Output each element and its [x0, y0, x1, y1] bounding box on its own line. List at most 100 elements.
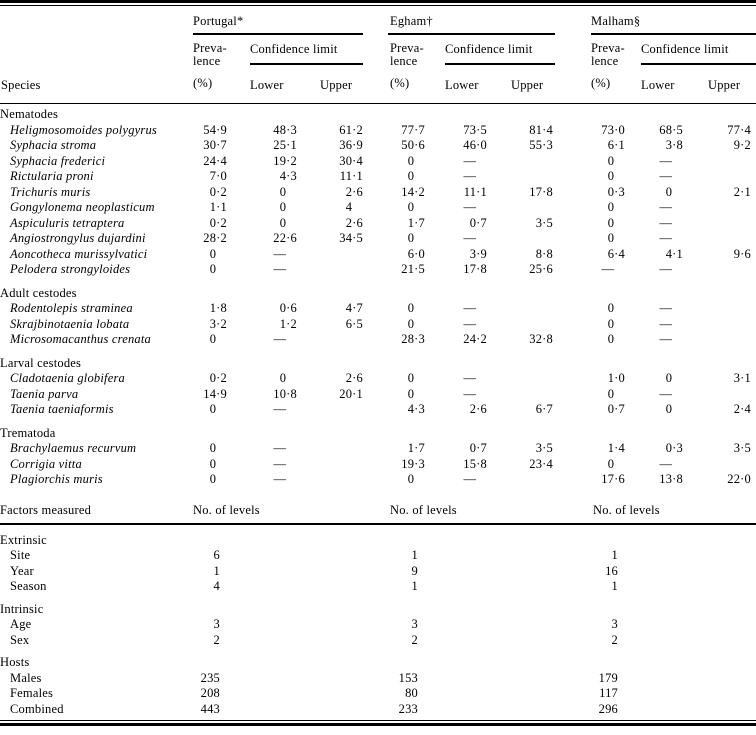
section-header-row: Trematoda — [0, 426, 756, 442]
value-cell — [487, 301, 553, 317]
factor-section-header: Hosts — [0, 655, 30, 669]
value-cell: 4·0 — [345, 200, 353, 214]
value-cell: 11·1 — [339, 169, 363, 183]
value-cell: 0·0 — [209, 456, 217, 471]
value-cell: 28·3 — [401, 332, 425, 346]
value-cell: 2·6 — [469, 402, 487, 416]
value-cell — [683, 216, 751, 232]
prevalence-header: Preva- lence (%) — [390, 42, 424, 90]
species-name: Taenia taeniaformis — [10, 402, 114, 416]
section-header-row: Nematodes — [0, 107, 756, 123]
value-cell: 24·4 — [203, 153, 227, 168]
value-cell: 19·2 — [273, 153, 297, 168]
value-cell: 0·0 — [665, 184, 673, 199]
value-cell: —·0 — [463, 169, 477, 183]
species-name: Syphacia frederici — [10, 153, 106, 168]
column-gap — [363, 371, 385, 387]
factor-label: Males — [10, 670, 42, 685]
value-cell: 0·0 — [279, 215, 287, 230]
species-row: Syphacia stroma 30·7 25·1 36·9 50·6 46·0 55·3 6… — [0, 138, 756, 154]
column-gap — [553, 200, 588, 216]
factor-row: Females 208 80 117 — [0, 686, 756, 702]
prevalence-header: Preva- lence (%) — [591, 42, 625, 90]
column-gap — [553, 301, 588, 317]
value-cell: —·0 — [659, 316, 673, 331]
value-cell: 46·0 — [463, 138, 487, 152]
value-cell — [683, 387, 751, 403]
value-cell: 0·0 — [407, 371, 415, 385]
value-cell: 81·4 — [529, 122, 553, 137]
factor-value: 233 — [398, 701, 418, 716]
header-bottom-rule — [0, 103, 756, 104]
value-cell — [297, 332, 363, 348]
species-name: Pelodera strongyloides — [10, 262, 131, 276]
factor-value: 235 — [200, 670, 220, 685]
value-cell: —·0 — [659, 262, 673, 276]
value-cell: —·0 — [273, 402, 287, 416]
value-cell: 54·9 — [203, 122, 227, 137]
value-cell: 6·0 — [407, 246, 425, 261]
value-cell: 77·4 — [727, 122, 751, 137]
value-cell — [297, 472, 363, 488]
prevalence-line: Preva- — [591, 41, 625, 55]
species-row: Brachylaemus recurvum 0·0 —·0 1·7 0·7 3·5 1·4 0… — [0, 441, 756, 457]
value-cell — [683, 169, 751, 185]
value-cell: —·0 — [463, 316, 477, 331]
value-cell: 0·6 — [279, 301, 297, 315]
species-name: Rictularia proni — [10, 169, 94, 183]
column-gap — [363, 301, 385, 317]
value-cell: 0·0 — [209, 332, 217, 346]
value-cell: 0·0 — [607, 215, 615, 230]
value-cell: —·0 — [463, 371, 477, 385]
factors-header-row: Factors measured No. of levels No. of le… — [0, 502, 756, 518]
column-gap — [363, 402, 385, 418]
value-cell: 0·0 — [665, 402, 673, 416]
species-name: Microsomacanthus crenata — [10, 332, 152, 346]
value-cell: 19·3 — [401, 456, 425, 471]
species-name: Taenia parva — [10, 386, 79, 401]
value-cell: 10·8 — [273, 386, 297, 401]
factor-value: 80 — [405, 686, 418, 700]
value-cell: 0·2 — [209, 184, 227, 199]
column-gap — [553, 371, 588, 387]
value-cell: 1·2 — [279, 316, 297, 331]
species-name: Brachylaemus recurvum — [10, 441, 137, 455]
value-cell: 34·5 — [339, 231, 363, 245]
value-cell: 28·2 — [203, 231, 227, 245]
value-cell — [683, 332, 751, 348]
prevalence-line: lence — [193, 54, 221, 68]
section-header: Larval cestodes — [0, 355, 82, 370]
species-row: Trichuris muris 0·2 0·0 2·6 14·2 11·1 17·8 0·3 0… — [0, 185, 756, 201]
value-cell: 0·0 — [407, 231, 415, 245]
value-cell: —·0 — [659, 215, 673, 230]
value-cell: 0·0 — [407, 153, 415, 168]
value-cell: —·0 — [463, 231, 477, 245]
species-row: Angiostrongylus dujardini 28·2 22·6 34·5 0·0… — [0, 231, 756, 247]
factor-value: 3 — [411, 617, 418, 631]
column-gap — [553, 216, 588, 232]
value-cell: —·0 — [273, 456, 287, 471]
column-gap — [363, 472, 385, 488]
value-cell: 3·2 — [209, 316, 227, 331]
factor-label: Season — [10, 579, 47, 593]
group-title: Portugal* — [193, 14, 244, 28]
value-cell: 0·0 — [407, 386, 415, 401]
value-cell: 0·7 — [469, 441, 487, 455]
lower-header: Lower — [445, 78, 479, 92]
species-name: Gongylonema neoplasticum — [10, 200, 155, 214]
value-cell: —·0 — [659, 169, 673, 183]
value-cell: 2·6 — [345, 371, 363, 385]
factor-label: Age — [10, 617, 32, 631]
species-name: Skrajbinotaenia lobata — [10, 316, 130, 331]
value-cell — [487, 154, 553, 170]
column-gap — [363, 441, 385, 457]
value-cell: 22·0 — [727, 472, 751, 486]
species-row: Gongylonema neoplasticum 1·1 0·0 4·0 0·0 —·0 0… — [0, 200, 756, 216]
top-rule-thick — [0, 0, 756, 3]
bottom-rule-thin — [0, 720, 756, 721]
value-cell: —·0 — [273, 332, 287, 346]
value-cell: 0·0 — [407, 472, 415, 486]
group-rule — [193, 33, 363, 35]
factor-value: 1 — [411, 579, 418, 593]
value-cell: 17·8 — [463, 262, 487, 276]
